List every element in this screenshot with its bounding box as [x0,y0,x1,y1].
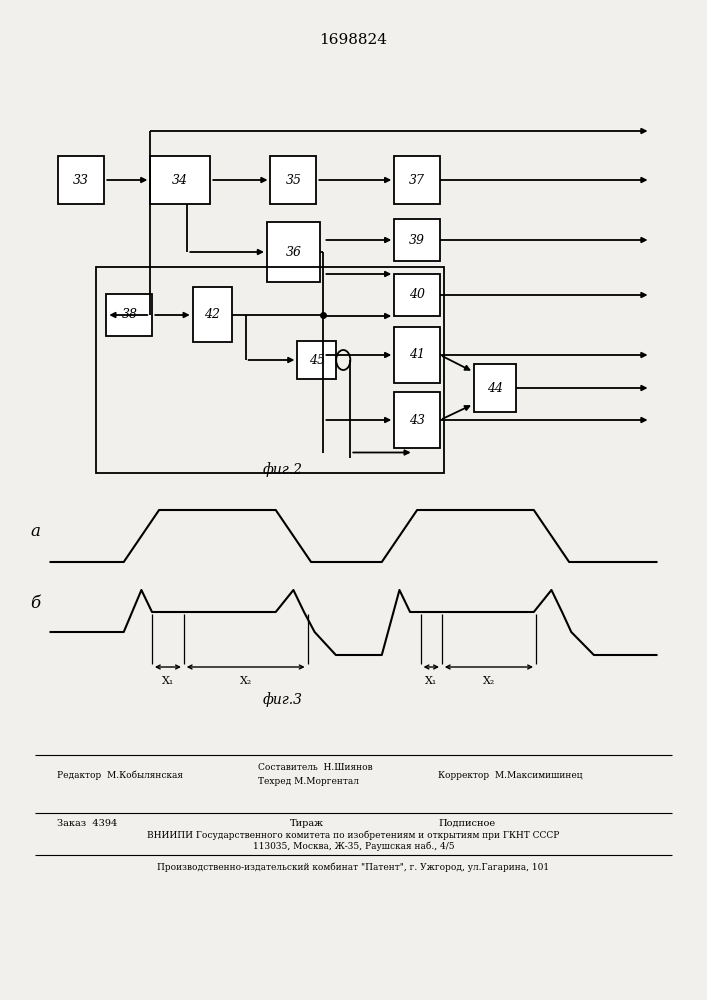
Text: Производственно-издательский комбинат "Патент", г. Ужгород, ул.Гагарина, 101: Производственно-издательский комбинат "П… [158,862,549,872]
Text: 38: 38 [122,308,137,322]
Text: а: а [30,522,40,540]
Text: Подписное: Подписное [438,818,496,828]
Bar [395,219,440,261]
Bar [395,328,440,382]
Text: 39: 39 [409,233,425,246]
Bar [58,156,105,204]
Text: 1698824: 1698824 [320,33,387,47]
Text: фиг.3: фиг.3 [263,693,303,707]
Text: X₁: X₁ [425,676,438,686]
Text: 37: 37 [409,174,425,186]
Text: X₂: X₂ [483,676,495,686]
Text: Техред М.Моргентал: Техред М.Моргентал [258,778,359,786]
Text: 42: 42 [204,308,220,322]
Text: Корректор  М.Максимишинец: Корректор М.Максимишинец [438,770,583,780]
Text: 44: 44 [487,381,503,394]
Text: фиг.2: фиг.2 [263,463,303,477]
Text: б: б [30,595,40,612]
Bar [106,294,153,336]
Text: 40: 40 [409,288,425,302]
Text: X₂: X₂ [240,676,252,686]
Text: 43: 43 [409,414,425,426]
Text: 41: 41 [409,349,425,361]
Text: ВНИИПИ Государственного комитета по изобретениям и открытиям при ГКНТ СССР: ВНИИПИ Государственного комитета по изоб… [147,830,560,840]
Text: X₁: X₁ [162,676,174,686]
Bar [395,156,440,204]
Text: Составитель  Н.Шиянов: Составитель Н.Шиянов [258,762,373,772]
Text: 35: 35 [286,174,301,186]
Text: 33: 33 [74,174,89,186]
Bar [395,392,440,448]
Bar [474,364,516,412]
Text: 113035, Москва, Ж-35, Раушская наб., 4/5: 113035, Москва, Ж-35, Раушская наб., 4/5 [252,841,455,851]
Text: 45: 45 [309,354,325,366]
Bar [297,341,337,379]
Bar [150,156,211,204]
Text: 36: 36 [286,245,301,258]
Text: 34: 34 [173,174,188,186]
Bar [192,287,231,342]
Text: Редактор  М.Кобылянская: Редактор М.Кобылянская [57,770,182,780]
Bar [270,156,316,204]
Text: Тираж: Тираж [290,818,324,828]
Text: Заказ  4394: Заказ 4394 [57,818,117,828]
Bar [96,267,444,473]
Bar [267,222,320,282]
Bar [395,274,440,316]
